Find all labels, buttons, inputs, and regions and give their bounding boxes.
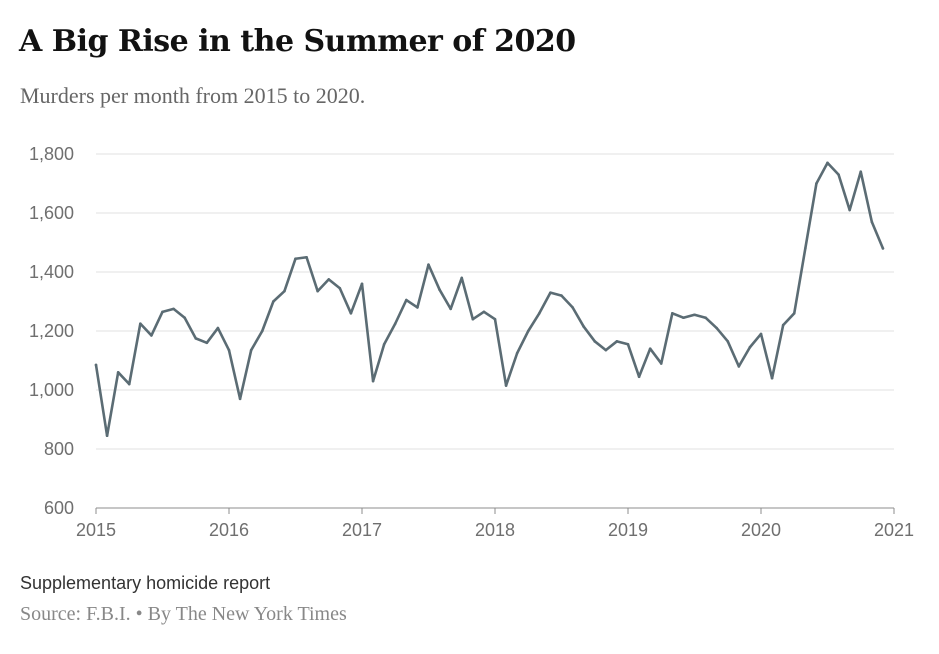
data-point [349,312,353,315]
data-point [881,247,885,250]
x-axis-tick-labels: 2015 2016 2017 2018 2019 2020 2021 [76,520,914,540]
data-point [659,362,663,365]
data-point [416,306,419,309]
data-point [626,342,630,346]
data-point [305,255,308,259]
data-point [748,345,752,349]
data-point [194,337,198,340]
data-point [615,340,619,343]
data-point [693,313,696,317]
y-tick-label: 1,000 [29,380,74,400]
y-tick-label: 800 [44,439,74,459]
data-point [549,291,552,294]
data-point [438,288,441,292]
data-point [393,322,397,325]
y-tick-label: 1,800 [29,144,74,164]
data-point [405,298,408,302]
data-point [804,247,807,250]
y-axis-tick-labels: 600 800 1,000 1,200 1,400 1,600 1,800 [29,144,74,518]
data-point [338,286,342,290]
data-point [460,276,464,280]
chart-subtitle: Murders per month from 2015 to 2020. [20,83,366,108]
x-tick-label: 2018 [475,520,515,540]
data-point [715,326,718,330]
line-chart: 600 800 1,000 1,200 1,400 1,600 1,800 2015 2016… [29,144,914,540]
data-point [105,434,109,438]
data-point [427,263,430,266]
data-point [471,317,475,321]
data-point [272,300,275,303]
data-point [848,208,851,212]
data-point [582,325,585,328]
data-point [648,347,652,351]
data-point [127,382,131,386]
data-point [870,220,874,224]
data-point [183,316,186,320]
x-tick-label: 2020 [741,520,781,540]
data-point [316,289,319,293]
data-point [837,173,840,176]
y-tick-label: 1,400 [29,262,74,282]
chart-note: Supplementary homicide report [20,573,271,593]
data-point [560,294,563,297]
data-point [238,397,242,401]
x-tick-label: 2019 [608,520,648,540]
data-point [504,384,508,387]
data-point [770,376,774,380]
x-tick-label: 2017 [342,520,382,540]
data-point [682,316,685,320]
y-tick-label: 600 [44,498,74,518]
data-point [493,317,497,321]
data-point [150,334,153,337]
data-point [759,332,763,336]
data-point [283,289,286,293]
x-tick-label: 2016 [209,520,249,540]
data-point [139,322,142,325]
data-point [371,379,375,383]
data-point [859,170,863,173]
x-tick-label: 2015 [76,520,116,540]
data-point [216,326,220,330]
data-point [227,348,231,352]
data-point [704,316,707,320]
data-point [538,312,541,315]
data-point [260,329,264,333]
series-layer [94,161,885,438]
data-point [637,375,641,379]
data-point [593,340,597,343]
source-credit: Source: F.B.I. • By The New York Times [20,603,347,625]
data-point [726,340,730,343]
data-point [205,341,209,345]
murders-series-line [94,161,885,438]
y-tick-label: 1,600 [29,203,74,223]
data-point [449,307,452,311]
x-tick-label: 2021 [874,520,914,540]
data-point [94,363,98,367]
y-tick-label: 1,200 [29,321,74,341]
data-point [249,348,253,352]
data-point [815,182,818,185]
data-point [360,282,364,286]
data-point [515,351,519,355]
chart-title: A Big Rise in the Summer of 2020 [19,24,576,59]
data-point [781,323,785,327]
data-point [792,312,796,315]
data-point [116,371,120,374]
gridlines [95,153,895,514]
data-point [826,161,829,165]
data-point [604,348,608,352]
data-point [671,312,674,315]
data-point [294,257,297,261]
data-point [737,365,741,368]
data-point [526,329,530,333]
data-point [327,278,331,281]
data-point [382,342,386,346]
data-point [482,310,486,314]
data-point [172,307,175,311]
data-point [571,306,574,309]
data-point [161,310,164,314]
